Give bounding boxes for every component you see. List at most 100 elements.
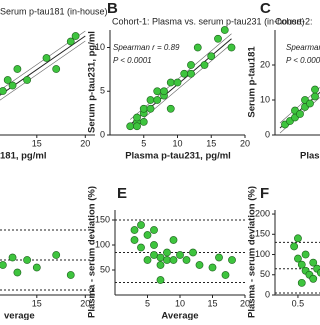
x-axis-label: Average: [161, 311, 198, 320]
point: [23, 256, 31, 264]
point: [133, 113, 141, 122]
y-tick-label: 0: [265, 129, 270, 139]
point: [294, 254, 302, 263]
y-axis-label: Serum p-tau231, pg/ml: [87, 31, 98, 133]
x-tick-label: 15: [32, 138, 42, 148]
point: [296, 110, 304, 118]
panel-0: Serum p-tau181 (in-house) 15 20 181, pg/ml: [0, 6, 108, 162]
point: [294, 234, 302, 243]
point: [0, 261, 7, 269]
point: [143, 231, 152, 239]
point: [207, 52, 216, 61]
point: [156, 276, 165, 284]
x-tick-label: 20: [80, 138, 90, 148]
panel-letter: C: [260, 0, 271, 17]
point: [130, 236, 139, 244]
point: [306, 99, 314, 108]
point: [139, 104, 148, 113]
panel-title: Serum p-tau181 (in-house): [0, 6, 108, 16]
point: [309, 274, 318, 283]
x-axis-label: verage: [4, 311, 35, 320]
point: [133, 122, 141, 131]
annotation: Spearman r: [286, 43, 320, 52]
annotation: P < 0.0001: [113, 56, 152, 65]
y-tick-label: 100: [255, 249, 270, 259]
panel-3: 15 20 verage: [0, 229, 95, 322]
point: [8, 81, 17, 90]
point: [163, 248, 171, 257]
x-tick-label: 15: [207, 298, 217, 308]
y-axis-label: Serum p-tau181: [247, 46, 258, 118]
point: [297, 260, 306, 269]
point: [301, 250, 310, 259]
ci-upper: [130, 33, 232, 120]
point: [150, 251, 158, 259]
point: [189, 248, 197, 257]
point: [139, 117, 148, 126]
x-tick-label: 10: [175, 298, 185, 308]
point: [187, 69, 195, 78]
point: [3, 76, 12, 84]
point: [193, 43, 202, 52]
point: [150, 226, 158, 234]
point: [309, 258, 318, 267]
point: [13, 65, 22, 73]
panel-letter: E: [117, 185, 127, 202]
point: [137, 221, 145, 229]
x-axis-label: Plasma p-tau231, pg/ml: [125, 151, 231, 162]
y-tick-label: 0: [100, 129, 105, 139]
point: [169, 256, 178, 264]
point: [182, 256, 191, 264]
point: [146, 96, 155, 104]
point: [160, 87, 168, 96]
point: [200, 61, 209, 69]
point: [146, 104, 155, 113]
y-tick-label: 10: [95, 42, 105, 52]
x-tick-label: 20: [240, 138, 250, 148]
panel-2: C Cohort-2: 0 10 20 Plasm Serum p-tau181 Spearm…: [247, 0, 320, 162]
x-tick-label: 5: [141, 138, 146, 148]
x-axis-label: Plasm: [300, 151, 320, 162]
point: [32, 263, 41, 272]
point: [176, 251, 184, 259]
point: [42, 54, 51, 62]
annotation: P < 0.0001: [286, 56, 320, 65]
panel-title: Cohort-2:: [275, 16, 313, 26]
point: [130, 226, 139, 234]
point: [66, 37, 75, 46]
point: [137, 243, 145, 252]
y-tick-label: 50: [100, 264, 110, 274]
point: [0, 87, 7, 95]
panel-letter: F: [260, 185, 269, 202]
point: [156, 261, 165, 269]
point: [153, 87, 162, 96]
y-tick-label: 50: [260, 269, 270, 279]
point: [153, 96, 162, 104]
point: [66, 271, 75, 279]
y-axis-label: Plasma - serum deviation (%): [247, 186, 258, 318]
y-tick-label: 20: [260, 59, 270, 69]
x-tick-label: 10: [172, 138, 182, 148]
point: [316, 268, 320, 277]
point: [215, 253, 223, 262]
point: [311, 85, 319, 94]
point: [180, 69, 189, 78]
x-tick-label: 20: [80, 298, 90, 308]
point: [208, 263, 217, 272]
point: [52, 65, 61, 73]
point: [166, 104, 175, 113]
panel-5: F0.51050100150200Plasma - serum deviatio…: [247, 185, 320, 318]
point: [71, 32, 80, 40]
y-tick-label: 100: [95, 239, 110, 249]
y-tick-label: 0: [265, 289, 270, 299]
ci-lower: [0, 40, 86, 101]
panel-title: Cohort-1: Plasma vs. serum p-tau231 (in-…: [112, 16, 305, 26]
point: [214, 34, 222, 43]
x-tick-label: 20: [240, 298, 250, 308]
x-tick-label: 0.5: [292, 298, 305, 308]
x-tick-label: 5: [145, 298, 150, 308]
x-tick-label: 15: [32, 298, 42, 308]
y-axis-label: Plasma - serum deviation (%): [87, 186, 98, 318]
point: [8, 253, 17, 262]
